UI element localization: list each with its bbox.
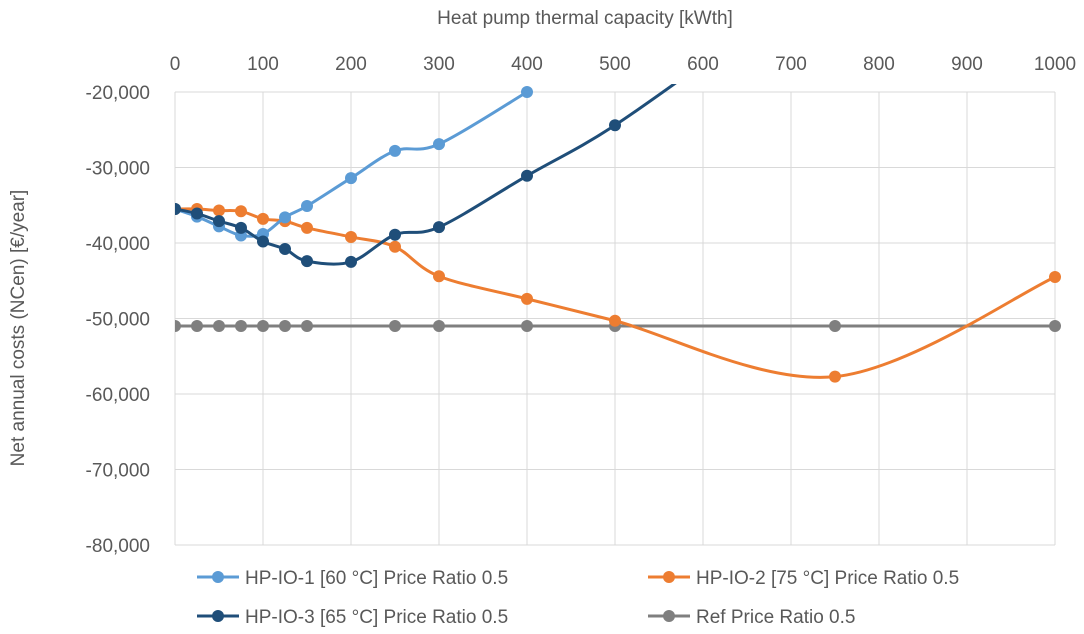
series-3-point-1 — [191, 320, 203, 333]
y-tick-label-4: -60,000 — [86, 385, 150, 406]
series-1-point-3 — [235, 205, 247, 218]
legend-label-0: HP-IO-1 [60 °C] Price Ratio 0.5 — [245, 568, 508, 589]
series-1-point-11 — [609, 314, 621, 327]
series-3-point-11 — [829, 320, 841, 333]
series-2-point-2 — [213, 215, 225, 228]
series-0-point-7 — [345, 172, 357, 185]
legend-marker-3 — [663, 610, 675, 622]
series-2-point-10 — [521, 169, 533, 182]
series-3-point-2 — [213, 320, 225, 333]
y-axis-ticks: -20,000 -30,000 -40,000 -50,000 -60,000 -70,0… — [86, 83, 150, 557]
series-1-point-2 — [213, 204, 225, 217]
legend-marker-2 — [212, 610, 224, 622]
series-3-point-12 — [1049, 320, 1061, 333]
legend-label-1: HP-IO-2 [75 °C] Price Ratio 0.5 — [696, 568, 959, 589]
x-tick-label-9: 900 — [951, 54, 983, 75]
series-0-point-9 — [433, 138, 445, 151]
x-tick-label-0: 0 — [170, 54, 181, 75]
series-1-point-6 — [301, 221, 313, 234]
series-2-point-1 — [191, 207, 203, 220]
y-tick-label-0: -20,000 — [86, 83, 150, 104]
series-0-point-6 — [301, 200, 313, 213]
gridlines — [174, 91, 1056, 546]
x-axis-title: Heat pump thermal capacity [kWth] — [437, 8, 733, 29]
series-3-point-0 — [175, 320, 181, 333]
series-1-point-9 — [433, 270, 445, 283]
y-axis-title: Net annual costs (NCen) [€/year] — [8, 190, 29, 467]
x-tick-label-2: 200 — [335, 54, 367, 75]
series-2-point-4 — [257, 235, 269, 248]
series-1-point-8 — [389, 240, 401, 253]
x-tick-label-3: 300 — [423, 54, 455, 75]
x-tick-label-1: 100 — [247, 54, 279, 75]
series-3-point-5 — [279, 320, 291, 333]
series-2-point-8 — [389, 228, 401, 241]
series-2-point-0 — [175, 203, 181, 216]
series-2 — [175, 84, 677, 268]
series-0-point-10 — [521, 86, 533, 98]
legend-label-2: HP-IO-3 [65 °C] Price Ratio 0.5 — [245, 607, 508, 628]
y-tick-label-3: -50,000 — [86, 310, 150, 331]
series-3-point-7 — [389, 320, 401, 333]
series-2-point-7 — [345, 255, 357, 268]
x-axis-ticks: 0 100 200 300 400 500 600 700 800 900 1000 — [170, 54, 1076, 75]
x-tick-label-4: 400 — [511, 54, 543, 75]
x-tick-label-8: 800 — [863, 54, 895, 75]
series-1-point-12 — [829, 370, 841, 383]
legend: HP-IO-1 [60 °C] Price Ratio 0.5 HP-IO-2 [… — [197, 568, 959, 628]
legend-marker-1 — [663, 571, 675, 583]
series-1-point-4 — [257, 212, 269, 225]
series-1-point-10 — [521, 292, 533, 305]
plot-series — [175, 84, 1061, 383]
y-tick-label-5: -70,000 — [86, 461, 150, 482]
series-1-point-13 — [1049, 270, 1061, 283]
series-3-point-4 — [257, 320, 269, 333]
y-tick-label-6: -80,000 — [86, 536, 150, 557]
series-3-point-3 — [235, 320, 247, 333]
series-2-point-6 — [301, 255, 313, 268]
legend-marker-0 — [212, 571, 224, 583]
series-3-point-9 — [521, 320, 533, 333]
series-3-point-6 — [301, 320, 313, 333]
x-tick-label-7: 700 — [775, 54, 807, 75]
series-2-point-11 — [609, 119, 621, 132]
series-3-point-8 — [433, 320, 445, 333]
series-1-point-7 — [345, 230, 357, 243]
y-tick-label-2: -40,000 — [86, 234, 150, 255]
x-tick-label-5: 500 — [599, 54, 631, 75]
series-0-point-8 — [389, 144, 401, 157]
legend-label-3: Ref Price Ratio 0.5 — [696, 607, 855, 628]
x-tick-label-10: 1000 — [1034, 54, 1076, 75]
series-0-point-5 — [279, 211, 291, 224]
series-line-1 — [175, 207, 1057, 379]
y-tick-label-1: -30,000 — [86, 159, 150, 180]
series-2-point-5 — [279, 243, 291, 256]
series-2-point-9 — [433, 221, 445, 234]
x-tick-label-6: 600 — [687, 54, 719, 75]
series-2-point-3 — [235, 221, 247, 234]
